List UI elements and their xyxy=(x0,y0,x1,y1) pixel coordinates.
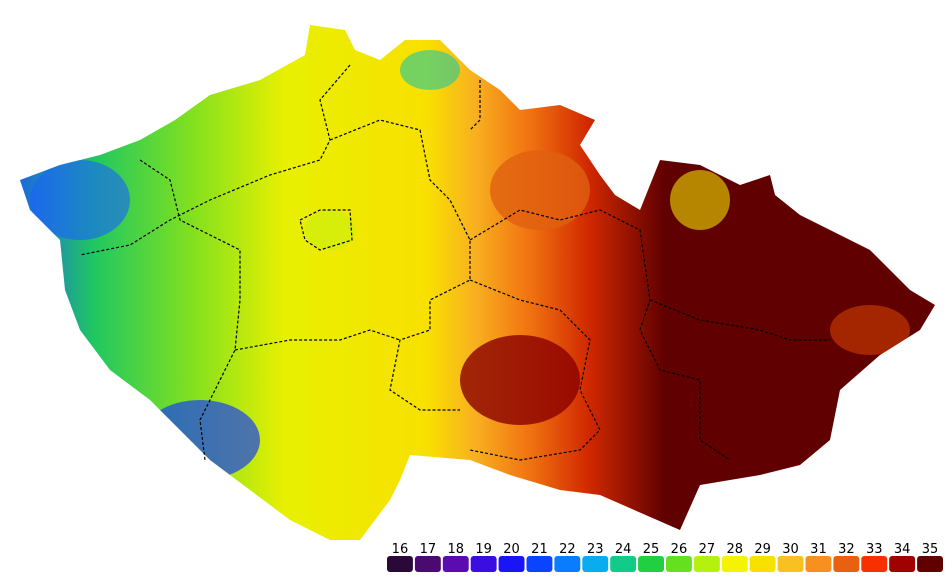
legend-swatch xyxy=(861,556,888,572)
legend-swatch xyxy=(721,556,748,572)
legend-label: 31 xyxy=(810,542,827,557)
legend-label: 30 xyxy=(782,542,799,557)
legend-swatch xyxy=(917,556,943,572)
legend-label: 27 xyxy=(699,542,716,557)
legend-label: 34 xyxy=(894,542,911,557)
legend-swatch xyxy=(526,556,553,572)
legend-swatch xyxy=(833,556,860,572)
legend-swatch xyxy=(414,556,441,572)
legend-label: 25 xyxy=(643,542,660,557)
legend-swatch xyxy=(749,556,776,572)
legend-label: 29 xyxy=(754,542,771,557)
legend-label: 20 xyxy=(503,542,520,557)
legend-label: 22 xyxy=(559,542,576,557)
legend: 16 17 18 19 20 21 22 23 24 25 26 27 28 29 30 31 32 33 34 35 xyxy=(387,542,943,572)
legend-swatch xyxy=(554,556,581,572)
legend-label: 26 xyxy=(671,542,688,557)
legend-label: 21 xyxy=(531,542,548,557)
legend-label: 18 xyxy=(447,542,464,557)
legend-swatch xyxy=(582,556,609,572)
legend-swatch xyxy=(693,556,720,572)
legend-swatch xyxy=(666,556,692,572)
legend-label: 16 xyxy=(392,542,409,557)
map-fill xyxy=(20,25,935,540)
legend-label: 28 xyxy=(726,542,743,557)
legend-swatch xyxy=(387,556,413,572)
legend-label: 19 xyxy=(475,542,492,557)
legend-label: 35 xyxy=(922,542,939,557)
legend-swatch xyxy=(777,556,804,572)
legend-label: 23 xyxy=(587,542,604,557)
legend-label: 17 xyxy=(420,542,437,557)
legend-swatch xyxy=(638,556,664,572)
region-borders xyxy=(79,64,830,461)
legend-swatch xyxy=(498,556,525,572)
legend-swatch xyxy=(805,556,832,572)
legend-label: 32 xyxy=(838,542,855,557)
legend-swatch xyxy=(889,556,916,572)
legend-label: 24 xyxy=(615,542,632,557)
legend-label: 33 xyxy=(866,542,883,557)
legend-swatch xyxy=(610,556,637,572)
legend-swatch xyxy=(470,556,497,572)
legend-swatch xyxy=(442,556,469,572)
